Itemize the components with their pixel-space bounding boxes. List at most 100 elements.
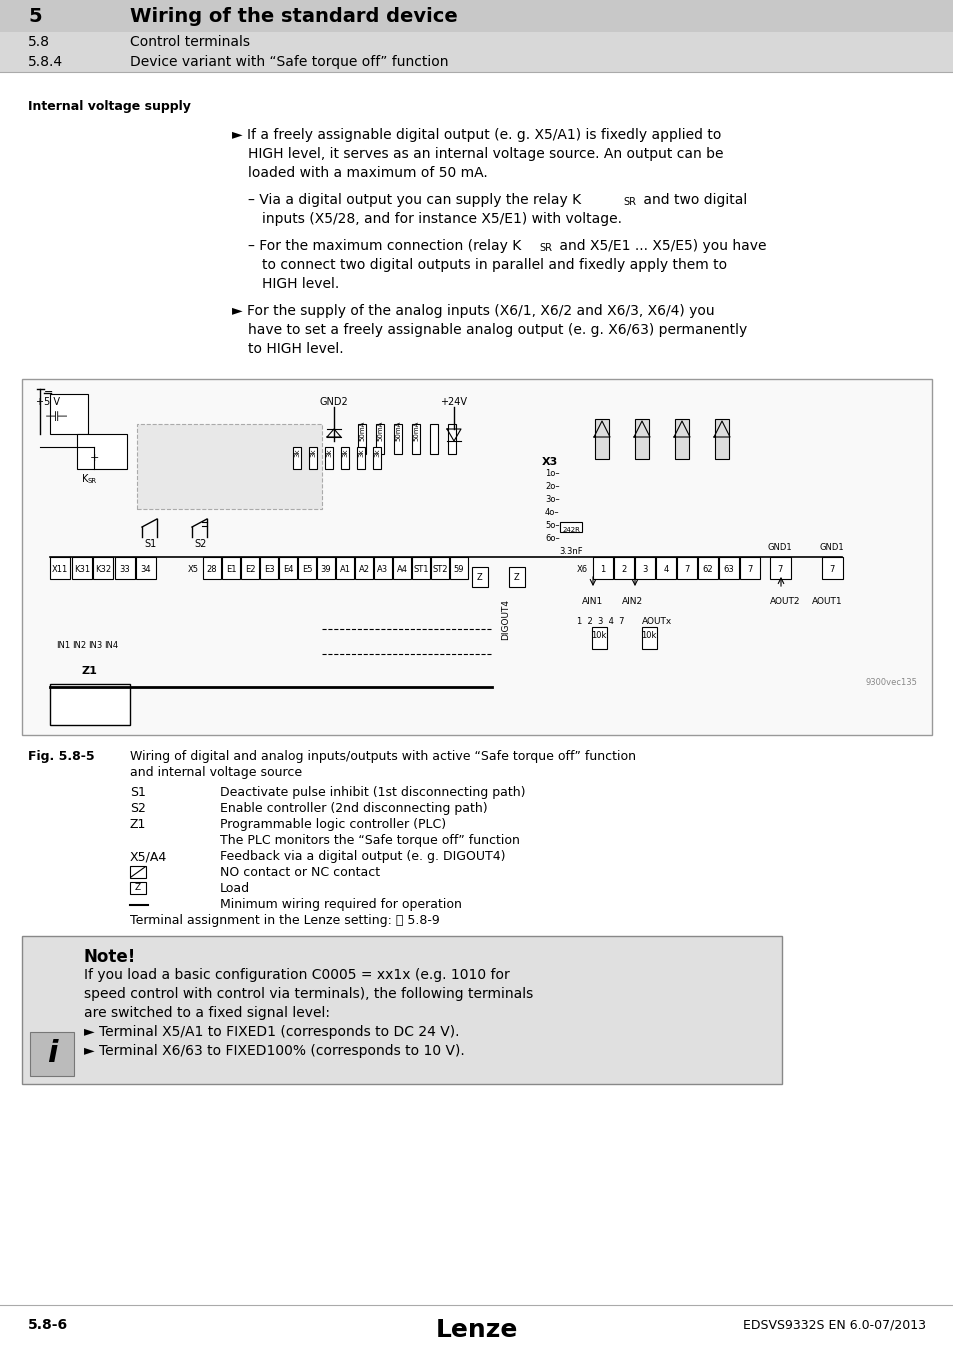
Text: 5: 5 [28,7,42,26]
Text: Z: Z [134,883,141,892]
Text: 4o–: 4o– [544,508,559,517]
Text: X11: X11 [51,566,68,575]
Text: Fig. 5.8-5: Fig. 5.8-5 [28,751,94,763]
Text: E1: E1 [226,566,236,575]
Bar [77,433,127,468]
Text: The PLC monitors the “Safe torque off” function: The PLC monitors the “Safe torque off” f… [220,834,519,846]
Text: IN4: IN4 [104,641,118,649]
Text: inputs (X5/28, and for instance X5/E1) with voltage.: inputs (X5/28, and for instance X5/E1) w… [262,212,621,225]
Text: Z1: Z1 [81,666,97,676]
Text: SR: SR [622,197,636,207]
Text: Minimum wiring required for operation: Minimum wiring required for operation [220,898,461,911]
Text: S1: S1 [144,539,156,549]
Bar [593,558,613,579]
Text: Wiring of the standard device: Wiring of the standard device [130,7,457,26]
Bar [50,684,130,725]
Text: 3o–: 3o– [544,495,559,504]
Bar [0,53,953,72]
Text: 3k: 3k [374,448,379,458]
Text: ST1: ST1 [413,566,428,575]
Text: 50mA: 50mA [395,421,400,441]
Text: A4: A4 [396,566,407,575]
Bar [50,394,88,433]
Bar [30,1031,74,1076]
Bar [656,558,676,579]
Text: A2: A2 [358,566,369,575]
Bar [130,865,146,878]
Bar [92,558,112,579]
Bar [22,379,931,734]
Bar [675,418,688,459]
Text: i: i [47,1040,57,1068]
Bar [316,558,335,579]
Text: speed control with control via terminals), the following terminals: speed control with control via terminals… [84,987,533,1000]
Bar [355,558,373,579]
Text: EDSVS9332S EN 6.0-07/2013: EDSVS9332S EN 6.0-07/2013 [742,1318,925,1331]
Text: 5o–: 5o– [544,521,559,531]
Text: 4: 4 [662,566,668,575]
Bar [325,447,333,468]
Text: 7: 7 [828,566,834,575]
Text: to connect two digital outputs in parallel and fixedly apply them to: to connect two digital outputs in parall… [262,258,726,271]
Text: 9300vec135: 9300vec135 [864,678,916,687]
Text: 7: 7 [683,566,689,575]
Text: E2: E2 [245,566,255,575]
Bar [0,0,953,32]
Text: 59: 59 [454,566,464,575]
Bar [373,447,380,468]
Text: +24V: +24V [440,397,467,406]
Text: IN2: IN2 [71,641,86,649]
Text: X6: X6 [576,566,587,575]
Bar [641,626,657,649]
Bar [450,558,468,579]
Text: X5/A4: X5/A4 [130,850,167,863]
Text: 2: 2 [620,566,626,575]
Text: 10k: 10k [640,630,656,640]
Text: Wiring of digital and analog inputs/outputs with active “Safe torque off” functi: Wiring of digital and analog inputs/outp… [130,751,636,763]
Text: GND2: GND2 [319,397,348,406]
Bar [635,418,648,459]
Bar [130,882,146,894]
Text: IN3: IN3 [88,641,102,649]
Text: 3k: 3k [341,448,348,458]
Text: X3: X3 [541,458,558,467]
Text: GND1: GND1 [819,543,843,552]
Text: E5: E5 [301,566,312,575]
Text: 1: 1 [599,566,605,575]
Text: 3k: 3k [294,448,299,458]
Text: 242R: 242R [561,526,579,533]
Text: loaded with a maximum of 50 mA.: loaded with a maximum of 50 mA. [248,166,487,180]
Text: IN1: IN1 [56,641,71,649]
Text: 3k: 3k [326,448,332,458]
Text: 10k: 10k [591,630,606,640]
Bar [309,447,316,468]
Bar [393,558,411,579]
Text: ► If a freely assignable digital output (e. g. X5/A1) is fixedly applied to: ► If a freely assignable digital output … [232,128,720,142]
Text: ► Terminal X5/A1 to FIXED1 (corresponds to DC 24 V).: ► Terminal X5/A1 to FIXED1 (corresponds … [84,1025,459,1040]
Text: and X5/E1 ... X5/E5) you have: and X5/E1 ... X5/E5) you have [555,239,765,252]
Text: K: K [82,474,89,485]
Bar [222,558,240,579]
Bar [293,447,301,468]
Bar [278,558,296,579]
Text: DIGOUT4: DIGOUT4 [501,598,510,640]
Text: ⊣⊢: ⊣⊢ [45,410,69,424]
Text: If you load a basic configuration C0005 = xx1x (e.g. 1010 for: If you load a basic configuration C0005 … [84,968,509,981]
Text: K32: K32 [95,566,111,575]
Text: HIGH level.: HIGH level. [262,277,339,292]
Text: 50mA: 50mA [413,421,418,441]
Text: 5.8: 5.8 [28,35,50,49]
Text: 1  2  3  4  7: 1 2 3 4 7 [577,617,624,626]
Bar [335,558,354,579]
Text: 3k: 3k [357,448,364,458]
Bar [635,558,655,579]
Text: AIN1: AIN1 [581,597,602,606]
Bar [595,418,608,459]
Text: Lenze: Lenze [436,1318,517,1342]
Bar [71,558,91,579]
Text: SR: SR [88,478,97,485]
Text: – Via a digital output you can supply the relay K: – Via a digital output you can supply th… [248,193,580,207]
Bar [412,558,430,579]
Text: – For the maximum connection (relay K: – For the maximum connection (relay K [248,239,520,252]
Bar [115,558,135,579]
